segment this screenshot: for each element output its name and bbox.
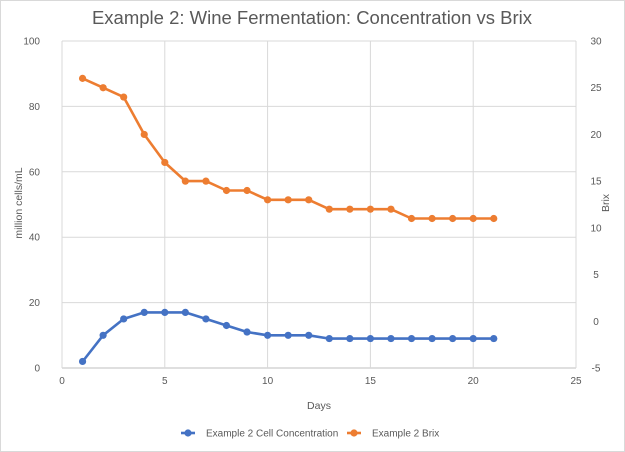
y2-axis-label: Brix [600,193,612,212]
x-axis-label: Days [307,400,331,412]
cell-concentration-point [428,334,436,343]
cell-concentration-point [284,331,292,339]
tick-labels: 0 20 40 60 80 100 0 5 10 15 20 25 -5 0 5 10 15 20 25 30 [23,37,602,388]
legend-cell-concentration-label: Example 2 Cell Concentration [206,429,338,440]
y-tick-label: 60 [29,167,41,178]
brix-point [202,177,210,185]
y-tick-label: 20 [29,298,41,309]
brix-point [264,196,272,204]
x-tick-label: 15 [365,376,377,387]
cell-concentration-point [387,334,395,343]
brix-point [222,186,231,195]
brix-point [325,205,333,213]
x-tick-label: 10 [262,376,274,387]
brix-point [78,74,87,82]
x-tick-label: 20 [468,376,480,387]
cell-concentration-point [140,308,148,317]
brix-point [366,205,374,213]
x-tick-label: 25 [570,376,582,387]
gridlines [61,40,577,369]
x-tick-label: 5 [162,376,168,387]
cell-concentration-point [449,334,457,343]
brix-point [490,214,498,223]
brix-point [181,177,189,185]
cell-concentration-point [243,328,251,336]
brix-point [243,186,251,195]
y2-tick-label: -5 [592,364,601,375]
brix-point [407,214,416,223]
x-tick-label: 0 [59,376,65,387]
brix-point [305,196,313,204]
y2-tick-label: 15 [590,177,602,188]
y2-tick-label: 25 [590,83,602,94]
chart-title: Example 2: Wine Fermentation: Concentrat… [92,7,533,28]
brix-point [99,84,107,92]
y2-tick-label: 0 [593,317,599,328]
cell-concentration-point [99,331,107,339]
cell-concentration-point [325,334,333,343]
legend-cell-concentration-marker [184,429,192,437]
y2-tick-label: 20 [590,130,602,141]
brix-point [469,214,477,223]
brix-point [428,214,436,223]
cell-concentration-point [407,334,416,343]
legend-brix-label: Example 2 Brix [372,429,439,440]
cell-concentration-point [346,334,354,343]
series-points [78,74,498,366]
brix-point [140,130,148,139]
cell-concentration-point [264,331,272,339]
cell-concentration-point [490,334,498,343]
cell-concentration-point [202,315,210,323]
legend-brix-marker [350,429,358,437]
cell-concentration-point [78,357,87,366]
y-tick-label: 100 [23,37,40,48]
brix-point [284,196,292,204]
cell-concentration-point [222,321,231,330]
cell-concentration-point [181,308,189,317]
y-tick-label: 80 [29,102,41,113]
brix-point [161,158,169,167]
y-tick-label: 40 [29,233,41,244]
y-axis-label: million cells/mL [13,167,25,238]
y2-tick-label: 30 [590,37,602,48]
cell-concentration-point [305,331,313,339]
brix-point [449,214,457,223]
cell-concentration-point [366,334,374,343]
y2-tick-label: 10 [590,223,602,234]
brix-point [387,205,395,213]
y2-tick-label: 5 [593,270,599,281]
cell-concentration-point [469,334,477,343]
brix-point [120,93,128,101]
y-tick-label: 0 [34,364,40,375]
cell-concentration-point [120,315,128,323]
legend: Example 2 Cell Concentration Example 2 Br… [181,429,439,440]
brix-point [346,205,354,213]
cell-concentration-point [161,308,169,317]
